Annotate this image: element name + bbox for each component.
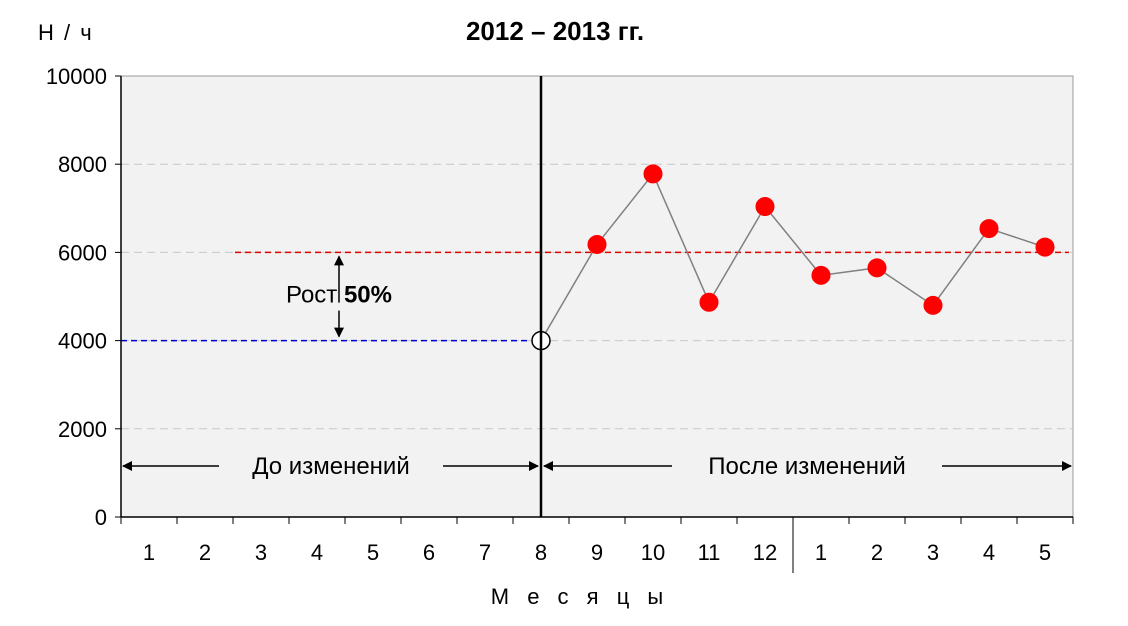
- growth-label-prefix: Рост: [286, 282, 344, 309]
- data-point: [755, 197, 775, 217]
- x-tick-label: 8: [535, 540, 547, 565]
- series-line-group: [540, 172, 1046, 341]
- x-tick-labels: 1 2 3 4 5 6 7 8 9 10 11 12 1 2 3 4 5: [143, 540, 1051, 565]
- data-point: [811, 265, 831, 285]
- x-tick-label: 1: [815, 540, 827, 565]
- x-tick-label: 11: [698, 540, 721, 565]
- axes: [115, 75, 1074, 573]
- x-tick-label: 10: [641, 540, 665, 565]
- data-point: [867, 258, 887, 278]
- x-tick-label: 5: [367, 540, 379, 565]
- data-point: [923, 295, 943, 315]
- reference-lines: [121, 251, 1069, 342]
- y-axis-label: Н / ч: [38, 20, 94, 45]
- data-point: [979, 219, 999, 239]
- y-tick-label: 10000: [46, 64, 107, 89]
- x-tick-label: 12: [753, 540, 777, 565]
- data-point: [699, 292, 719, 312]
- x-tick-label: 3: [255, 540, 267, 565]
- plot-background: [120, 75, 1074, 518]
- x-tick-label: 2: [199, 540, 211, 565]
- before-label: До изменений: [252, 453, 409, 480]
- x-tick-label: 4: [983, 540, 995, 565]
- x-axis-label: М е с я ц ы: [491, 584, 669, 609]
- data-point: [587, 234, 607, 254]
- x-tick-label: 5: [1039, 540, 1051, 565]
- x-tick-label: 4: [311, 540, 323, 565]
- y-tick-label: 8000: [58, 152, 107, 177]
- chart-title: 2012 – 2013 гг.: [466, 16, 644, 46]
- data-point: [643, 164, 663, 184]
- x-tick-label: 7: [479, 540, 491, 565]
- growth-label: Рост 50%: [286, 282, 392, 309]
- y-tick-label: 6000: [58, 240, 107, 265]
- y-tick-labels: 0 2000 4000 6000 8000 10000: [46, 64, 107, 530]
- x-tick-label: 9: [591, 540, 603, 565]
- x-tick-label: 6: [423, 540, 435, 565]
- series-line: [540, 172, 1046, 341]
- y-tick-label: 2000: [58, 417, 107, 442]
- annotations: Рост 50% До изменений После изменений: [122, 255, 1072, 480]
- x-tick-label: 1: [143, 540, 155, 565]
- x-tick-label: 2: [871, 540, 883, 565]
- after-label: После изменений: [708, 453, 906, 480]
- data-point: [1035, 237, 1055, 257]
- growth-label-value: 50%: [344, 282, 392, 309]
- x-tick-label: 3: [927, 540, 939, 565]
- y-tick-label: 4000: [58, 329, 107, 354]
- y-tick-label: 0: [95, 505, 107, 530]
